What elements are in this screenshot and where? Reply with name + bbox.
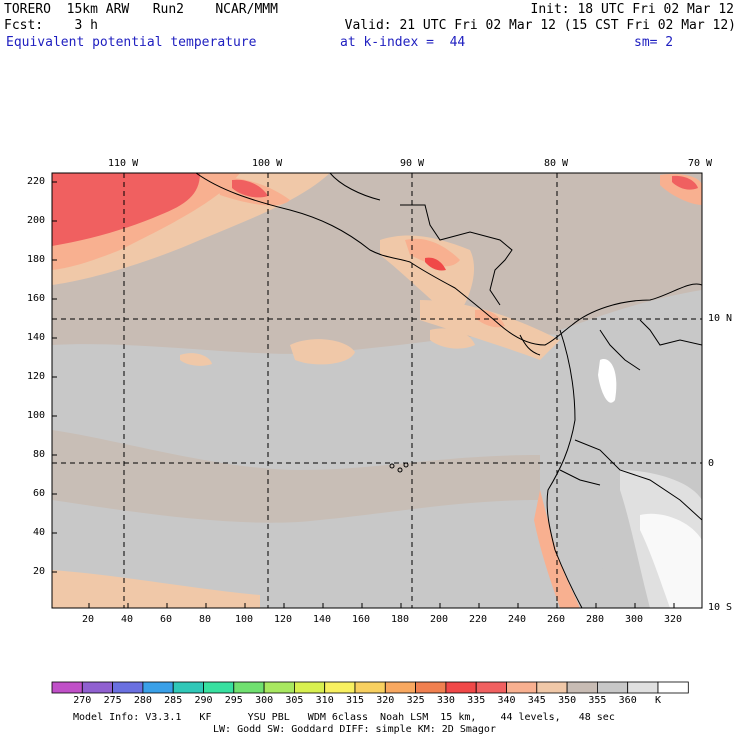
lon-label-80w: 80 W [544, 158, 569, 169]
color-bar [51, 681, 689, 694]
lon-label-110w: 110 W [108, 158, 139, 169]
graticule [52, 173, 702, 608]
color-bar-swatch [263, 681, 295, 694]
color-bar-swatch [354, 681, 386, 694]
color-bar-swatch [415, 681, 447, 694]
color-bar-label: 290 [194, 695, 213, 706]
color-bar-swatch [51, 681, 83, 694]
color-bar-swatch [657, 681, 689, 694]
valid-time: Valid: 21 UTC Fri 02 Mar 12 (15 CST Fri … [344, 18, 736, 33]
color-bar-swatch [536, 681, 568, 694]
color-bar-label: 355 [588, 695, 607, 706]
lon-label-100w: 100 W [252, 158, 283, 169]
color-bar-swatch [233, 681, 265, 694]
color-bar-label: 315 [345, 695, 365, 706]
x-tick: 20 [82, 614, 95, 625]
y-tick: 160 [27, 293, 46, 304]
x-tick: 160 [352, 614, 371, 625]
color-bar-label: 350 [558, 695, 577, 706]
color-bar-label: 305 [285, 695, 304, 706]
x-tick: 240 [508, 614, 527, 625]
run-title: TORERO 15km ARW Run2 NCAR/MMM [4, 2, 278, 17]
color-bar-swatch [324, 681, 356, 694]
color-bar-label: 360 [618, 695, 637, 706]
x-tick: 260 [547, 614, 566, 625]
lon-label-70w: 70 W [688, 158, 713, 169]
init-time: Init: 18 UTC Fri 02 Mar 12 [530, 2, 735, 17]
color-bar-swatch [475, 681, 507, 694]
color-bar-label: 345 [527, 695, 546, 706]
color-bar-label: 320 [376, 695, 395, 706]
field-name: Equivalent potential temperature [6, 35, 257, 50]
color-bar-label: 340 [497, 695, 516, 706]
y-tick: 120 [27, 371, 46, 382]
color-bar-label: 275 [103, 695, 122, 706]
y-tick: 20 [33, 566, 46, 577]
color-bar-swatch [203, 681, 235, 694]
color-bar-label: 295 [224, 695, 243, 706]
x-tick: 200 [430, 614, 449, 625]
y-tick: 220 [27, 176, 46, 187]
x-tick: 40 [121, 614, 134, 625]
color-bar-swatch [384, 681, 416, 694]
color-bar-swatch [506, 681, 538, 694]
axis-ticks [52, 181, 675, 608]
x-tick: 300 [625, 614, 644, 625]
color-bar-swatch [597, 681, 629, 694]
color-bar-swatch [81, 681, 114, 694]
x-tick: 120 [274, 614, 293, 625]
color-bar-label: 335 [467, 695, 486, 706]
color-bar-label: 330 [436, 695, 455, 706]
y-tick: 140 [27, 332, 46, 343]
color-bar-swatch [566, 681, 598, 694]
model-info: Model Info: V3.3.1 KF YSU PBL WDM 6class… [73, 712, 615, 723]
color-bar-label: K [654, 695, 662, 706]
k-index: at k-index = 44 [340, 35, 466, 50]
map-frame [51, 172, 703, 609]
y-tick: 180 [27, 254, 46, 265]
color-bar-swatch [627, 681, 659, 694]
color-bar-swatch [445, 681, 477, 694]
lat-label-10n: 10 N [708, 313, 733, 324]
y-tick: 40 [33, 527, 46, 538]
color-bar-label: 325 [406, 695, 425, 706]
color-bar-label: 270 [73, 695, 92, 706]
forecast-hour: Fcst: 3 h [4, 18, 98, 33]
x-tick: 100 [235, 614, 254, 625]
color-bar-swatch [172, 681, 204, 694]
smoothing: sm= 2 [634, 35, 674, 50]
x-tick: 280 [586, 614, 605, 625]
shaded-field [52, 173, 702, 608]
color-bar-swatch [293, 681, 326, 694]
y-tick: 100 [27, 410, 46, 421]
lon-label-90w: 90 W [400, 158, 425, 169]
y-tick: 60 [33, 488, 46, 499]
y-tick: 200 [27, 215, 46, 226]
color-bar-label: 310 [315, 695, 334, 706]
color-bar-swatch [112, 681, 144, 694]
x-tick: 60 [160, 614, 173, 625]
physics-info: LW: Godd SW: Goddard DIFF: simple KM: 2D… [213, 724, 496, 735]
x-tick: 220 [469, 614, 488, 625]
color-bar-swatch [142, 681, 174, 694]
lat-label-10s: 10 S [708, 602, 733, 613]
lat-label-0: 0 [708, 458, 715, 469]
x-tick: 140 [313, 614, 332, 625]
color-bar-label: 280 [133, 695, 152, 706]
color-bar-label: 285 [164, 695, 183, 706]
x-tick: 180 [391, 614, 410, 625]
x-tick: 320 [664, 614, 683, 625]
y-tick: 80 [33, 449, 46, 460]
color-bar-label: 300 [255, 695, 274, 706]
x-tick: 80 [199, 614, 212, 625]
coastlines [195, 173, 702, 608]
